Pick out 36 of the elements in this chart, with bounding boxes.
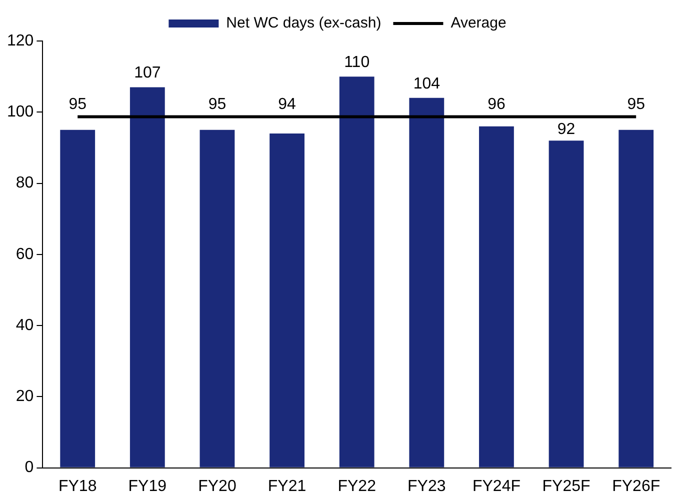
y-tick-label: 20 [16, 388, 34, 406]
x-tick-label: FY20 [198, 478, 236, 495]
bar [200, 130, 235, 468]
legend-label: Net WC days (ex-cash) [226, 14, 382, 32]
y-tick-label: 0 [24, 459, 34, 476]
bar [618, 130, 654, 468]
y-tick-label: 60 [16, 246, 34, 263]
data-label: 94 [278, 96, 296, 114]
x-tick-label: FY22 [338, 478, 376, 495]
y-tick-label: 120 [6, 32, 34, 50]
x-tick-label: FY26F [612, 478, 660, 495]
y-tick-label: 100 [6, 104, 34, 121]
x-tick-label: FY24F [472, 478, 521, 495]
y-tick-label: 40 [16, 316, 34, 334]
x-tick-label: FY18 [58, 478, 97, 495]
data-label: 95 [208, 96, 226, 114]
bar [409, 98, 444, 468]
data-label: 110 [344, 54, 370, 71]
x-tick-label: FY25F [542, 478, 591, 495]
data-label: 104 [413, 75, 440, 92]
bar [270, 133, 304, 468]
data-label: 95 [68, 96, 87, 114]
legend-label: Average [450, 14, 506, 32]
bar [339, 76, 374, 468]
bar [548, 140, 584, 468]
y-tick-label: 80 [16, 174, 34, 192]
data-label: 107 [134, 64, 161, 82]
x-tick-label: FY19 [128, 478, 167, 495]
data-label: 95 [627, 96, 646, 114]
data-label: 96 [488, 96, 506, 114]
x-tick-label: FY23 [408, 478, 446, 495]
bar [479, 126, 514, 468]
data-label: 92 [557, 121, 576, 138]
bar [60, 130, 96, 468]
x-tick-label: FY21 [268, 478, 306, 495]
bar [130, 87, 165, 468]
